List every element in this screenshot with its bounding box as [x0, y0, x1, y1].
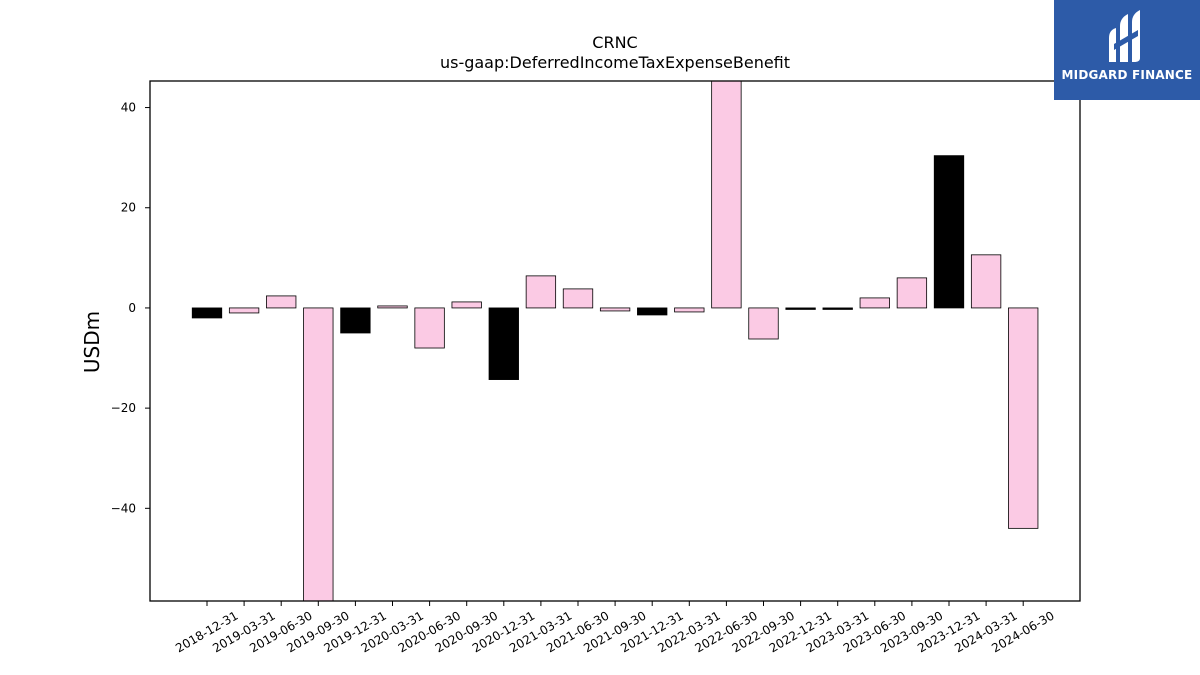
y-tick-label: 20	[121, 201, 136, 215]
bar-2020-09-30	[451, 301, 482, 309]
midgard-logo-icon	[1109, 10, 1140, 62]
bar-2024-03-31	[970, 254, 1002, 309]
bar-2021-12-31	[637, 307, 668, 316]
bar-2022-09-30	[748, 307, 779, 340]
bar-2020-03-31	[377, 305, 408, 309]
y-ticks-group: −40 −20 0 20 40	[111, 101, 150, 515]
bar-2023-06-30	[859, 297, 890, 309]
bar-2022-06-30	[711, 81, 742, 309]
bar-2022-12-31	[785, 307, 816, 310]
bar-2020-06-30	[414, 307, 445, 349]
bar-2021-09-30	[599, 307, 631, 312]
y-tick-label: 0	[128, 301, 136, 315]
bars-group	[191, 81, 1039, 601]
bar-2023-09-30	[896, 277, 928, 309]
bar-2019-06-30	[266, 295, 297, 309]
x-ticks-group: 2018-12-312019-03-312019-06-302019-09-30…	[173, 601, 1057, 655]
bar-2019-12-31	[340, 307, 371, 334]
bar-2022-03-31	[674, 307, 705, 313]
y-tick-label: −20	[111, 401, 136, 415]
bar-2023-12-31	[933, 155, 965, 309]
chart-subtitle: us-gaap:DeferredIncomeTaxExpenseBenefit	[440, 53, 790, 72]
bar-2020-12-31	[488, 307, 519, 380]
bar-2021-06-30	[562, 288, 594, 309]
bar-2024-06-30	[1008, 307, 1039, 529]
y-tick-label: −40	[111, 501, 136, 515]
bar-2019-03-31	[228, 307, 260, 314]
y-tick-label: 40	[121, 101, 136, 115]
bar-2021-03-31	[525, 275, 557, 309]
bar-2019-09-30	[303, 307, 334, 601]
logo-text: MIDGARD FINANCE	[1061, 68, 1193, 82]
bar-2018-12-31	[191, 307, 223, 319]
chart-title: CRNC	[592, 33, 637, 52]
company-logo: MIDGARD FINANCE	[1054, 0, 1200, 100]
bar-2023-03-31	[822, 307, 853, 310]
y-axis-label: USDm	[80, 311, 104, 373]
plot-frame	[149, 80, 1081, 602]
